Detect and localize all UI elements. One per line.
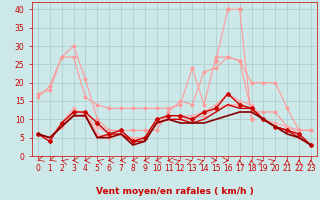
X-axis label: Vent moyen/en rafales ( km/h ): Vent moyen/en rafales ( km/h ): [96, 187, 253, 196]
